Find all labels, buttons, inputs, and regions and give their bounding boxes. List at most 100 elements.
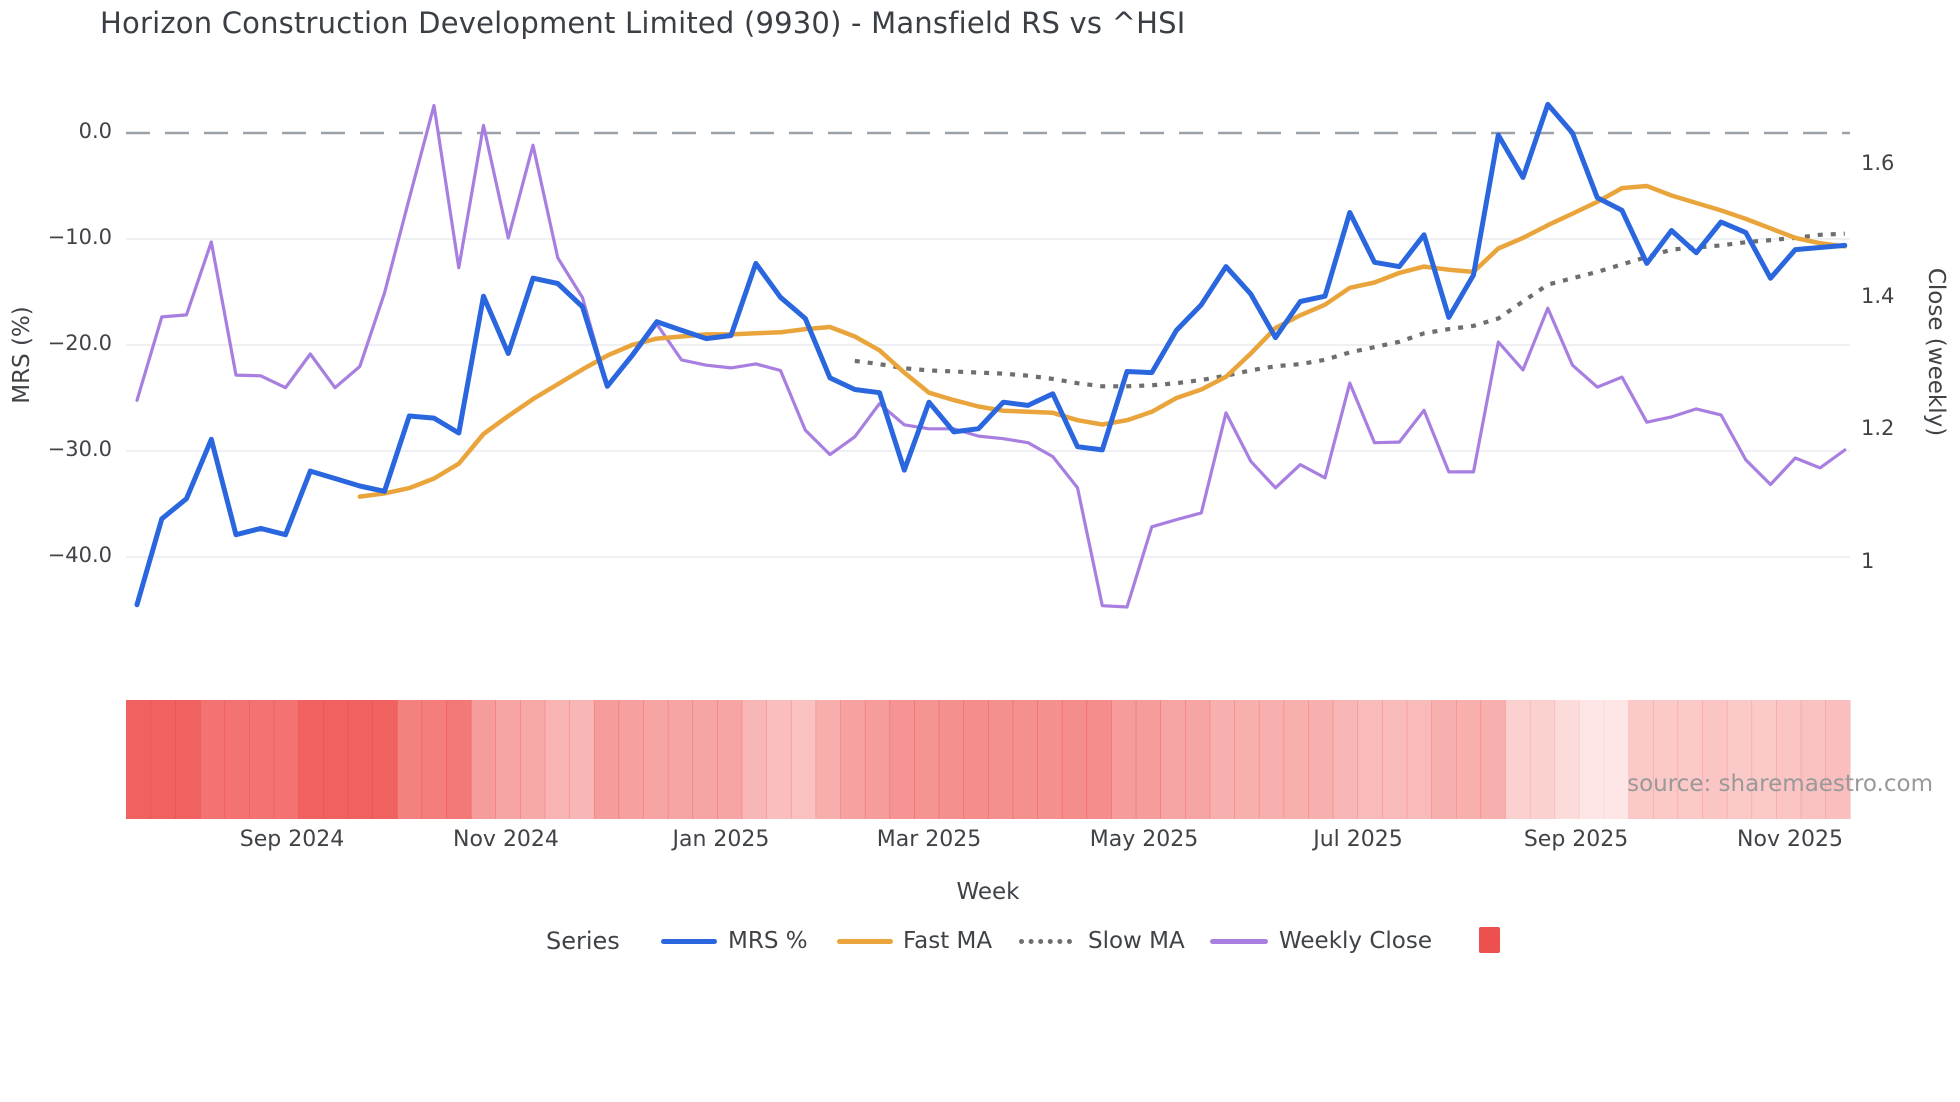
heatmap-cell: [1677, 700, 1703, 819]
heatmap-cell: [1160, 700, 1186, 819]
heatmap-cell: [963, 700, 989, 819]
series-line-mrs-: [134, 101, 1848, 608]
heatmap-cell: [1480, 700, 1506, 819]
heatmap-cell: [347, 700, 373, 819]
source-credit: source: sharemaestro.com: [1627, 771, 1933, 797]
heatmap-cell: [1086, 700, 1112, 819]
heatmap-cell: [1234, 700, 1260, 819]
x-axis-tick-label: Sep 2025: [1523, 827, 1629, 852]
heatmap-cell: [520, 700, 546, 819]
x-axis-tick-label: Jul 2025: [1313, 827, 1403, 852]
legend: Series MRS % Fast MA Slow MA Weekly Clos…: [0, 925, 1960, 959]
legend-label-fast-ma: Fast MA: [903, 928, 993, 954]
y2-axis-tick-label: 1.4: [1861, 283, 1895, 308]
legend-line-slow-ma: [1019, 939, 1072, 944]
heatmap-cell: [1825, 700, 1851, 819]
heatmap-cell: [1726, 700, 1753, 819]
heatmap-cell: [1111, 700, 1137, 819]
y-axis-tick-label: −20.0: [47, 330, 112, 355]
heatmap-cell: [1037, 700, 1063, 819]
heatmap-cell: [175, 700, 201, 819]
heatmap-cell: [1505, 700, 1531, 819]
legend-line-mrs: [661, 939, 717, 944]
y-axis-tick-label: −30.0: [47, 436, 112, 461]
heatmap-cell: [741, 700, 767, 819]
heatmap-cell: [323, 700, 349, 819]
heatmap-cell: [199, 700, 226, 819]
y2-axis-tick-label: 1: [1861, 548, 1875, 573]
heatmap-cell: [593, 700, 620, 819]
heatmap-cell: [1258, 700, 1285, 819]
heatmap-cell: [717, 700, 743, 819]
heatmap-cell: [1135, 700, 1161, 819]
legend-label-weekly-close: Weekly Close: [1279, 928, 1432, 954]
heatmap-cell: [1579, 700, 1605, 819]
heatmap-cell: [249, 700, 275, 819]
x-axis-tick-label: Nov 2024: [453, 827, 559, 852]
heatmap-cell: [224, 700, 250, 819]
legend-label-mrs: MRS %: [728, 928, 808, 954]
heatmap-cell: [1751, 700, 1777, 819]
page-title: Horizon Construction Development Limited…: [100, 6, 1186, 40]
heatmap-cell: [1382, 700, 1408, 819]
heatmap-cell: [421, 700, 447, 819]
legend-label-slow-ma: Slow MA: [1088, 928, 1185, 954]
x-axis-tick-label: Nov 2025: [1737, 827, 1843, 852]
series-line-slow-ma: [854, 231, 1845, 389]
heatmap-cell: [618, 700, 644, 819]
legend-line-weekly-close: [1210, 939, 1268, 944]
heatmap-cell: [446, 700, 472, 819]
left-axis-title: MRS (%): [9, 306, 35, 404]
legend-heatmap-swatch: [1479, 927, 1500, 953]
heatmap-cell: [1061, 700, 1088, 819]
y-axis-tick-label: 0.0: [78, 119, 112, 143]
heatmap-cell: [150, 700, 176, 819]
heatmap-cell: [643, 700, 669, 819]
heatmap-cell: [840, 700, 866, 819]
heatmap-cell: [495, 700, 521, 819]
heatmap-cell: [1308, 700, 1334, 819]
heatmap-cell: [889, 700, 915, 819]
heatmap-cell: [1455, 700, 1482, 819]
heatmap-cell: [667, 700, 694, 819]
heatmap-cell: [126, 700, 152, 819]
legend-title: Series: [546, 927, 620, 955]
heatmap-cell: [1185, 700, 1211, 819]
heatmap-cell: [914, 700, 940, 819]
heatmap-cell: [1431, 700, 1457, 819]
y-axis-tick-label: −40.0: [47, 542, 112, 567]
heatmap-cell: [1529, 700, 1556, 819]
heatmap-cell: [273, 700, 299, 819]
heatmap-cell: [1800, 700, 1826, 819]
heatmap-cell: [1209, 700, 1235, 819]
x-axis-tick-label: Mar 2025: [876, 827, 982, 852]
y-axis-tick-label: −10.0: [47, 225, 112, 249]
series-line-weekly-close: [135, 103, 1847, 609]
heatmap-cell: [1406, 700, 1432, 819]
heatmap-cell: [298, 700, 324, 819]
heatmap-cell: [1283, 700, 1309, 819]
heatmap-cell: [1357, 700, 1383, 819]
legend-line-fast-ma: [837, 939, 893, 944]
x-axis-tick-label: Jan 2025: [672, 827, 770, 852]
heatmap-cell: [1628, 700, 1654, 819]
heatmap-cell: [938, 700, 964, 819]
heatmap-cell: [1652, 700, 1679, 819]
series-line-fast-ma: [357, 183, 1848, 499]
heatmap-cell: [1776, 700, 1802, 819]
right-axis-title: Close (weekly): [1923, 267, 1949, 437]
heatmap-cell: [1012, 700, 1038, 819]
x-axis-tick-label: May 2025: [1089, 827, 1199, 852]
y2-axis-tick-label: 1.2: [1861, 416, 1895, 441]
heatmap-cell: [790, 700, 817, 819]
heatmap-cell: [766, 700, 792, 819]
heatmap-cell: [864, 700, 891, 819]
x-axis-tick-label: Sep 2024: [239, 827, 345, 852]
heatmap-cell: [569, 700, 595, 819]
y2-axis-tick-label: 1.6: [1861, 151, 1895, 176]
heatmap-cell: [692, 700, 718, 819]
heatmap-cell: [1603, 700, 1629, 819]
heatmap-cell: [372, 700, 398, 819]
